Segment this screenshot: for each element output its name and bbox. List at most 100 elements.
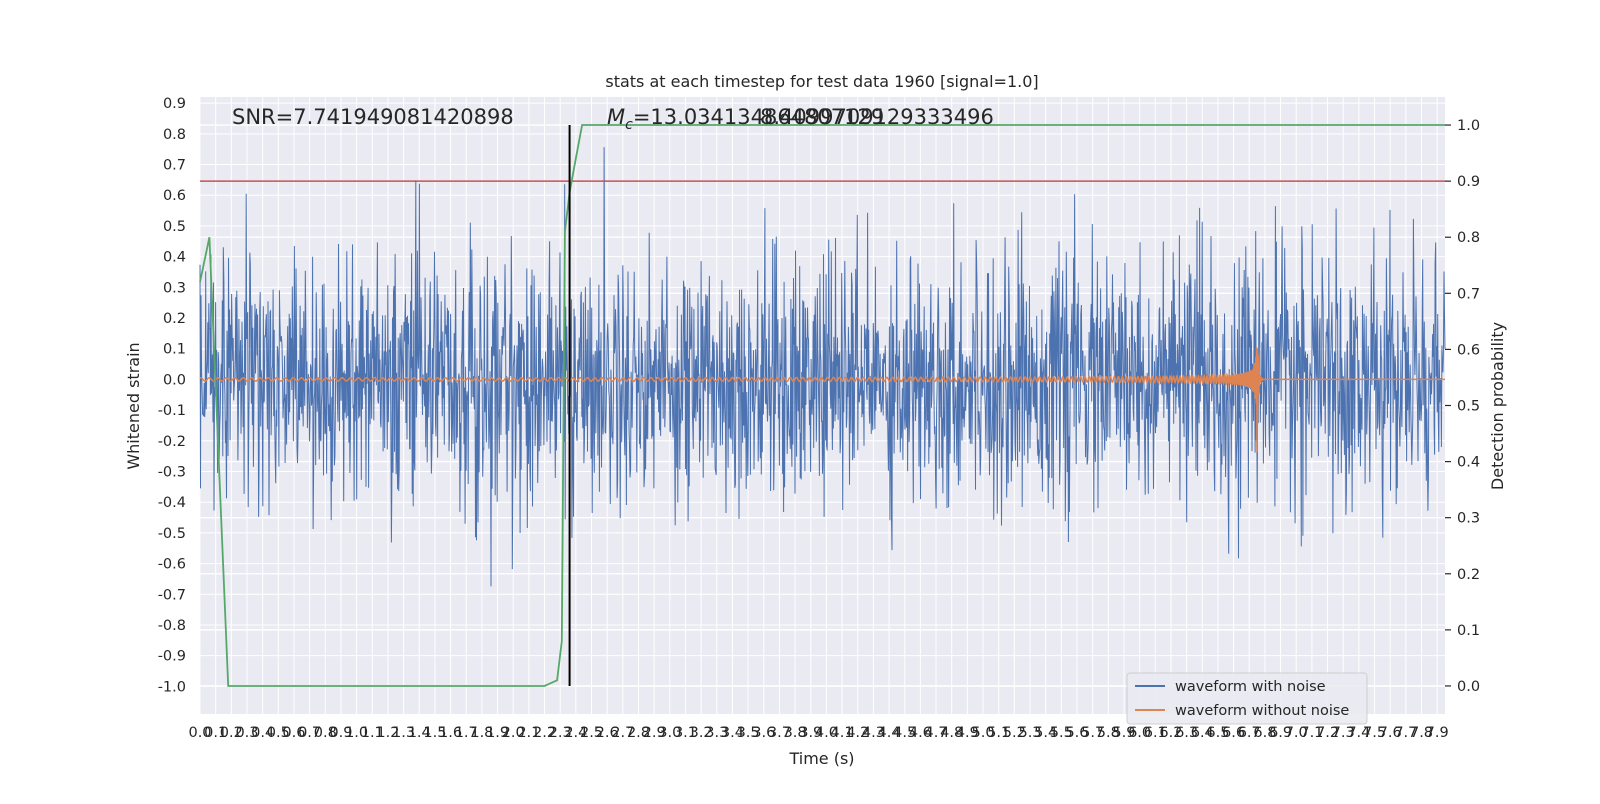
y-tick-label: -1.0: [158, 679, 186, 695]
y-tick-label: -0.1: [158, 403, 186, 419]
y-tick-label: -0.9: [158, 649, 186, 665]
x-tick-label: 6.4: [1191, 725, 1214, 741]
y2-tick-label: 0.1: [1457, 623, 1480, 639]
y2-tick-label: 0.5: [1457, 399, 1480, 415]
x-tick-label: 7.0: [1285, 725, 1308, 741]
x-tick-label: 7.7: [1394, 725, 1417, 741]
x-tick-label: 1.5: [423, 725, 446, 741]
x-tick-label: 5.7: [1081, 725, 1104, 741]
y-tick-label: -0.8: [158, 618, 186, 634]
x-tick-label: 1.9: [486, 725, 509, 741]
x-tick-label: 2.1: [517, 725, 540, 741]
noisy-waveform-line: [199, 147, 1446, 587]
chirp-mass-symbol: M: [607, 105, 625, 129]
overlap-annotation: 8.4099709129333496: [760, 105, 994, 129]
y-tick-label: 0.0: [163, 372, 186, 388]
y-tick-label: 0.8: [163, 127, 186, 143]
x-tick-label: 2.6: [596, 725, 619, 741]
x-tick-label: 3.4: [721, 725, 744, 741]
x-tick-labels: 0.00.10.20.30.40.50.60.70.80.91.01.11.21…: [188, 725, 1448, 741]
x-tick-label: 5.4: [1034, 725, 1057, 741]
y2-tick-label: 0.9: [1457, 174, 1480, 190]
x-tick-label: 3.8: [784, 725, 807, 741]
chart-title: stats at each timestep for test data 196…: [605, 72, 1038, 91]
y2-tick-label: 1.0: [1457, 118, 1480, 134]
x-tick-label: 3.6: [752, 725, 775, 741]
x-tick-label: 7.6: [1379, 725, 1402, 741]
x-tick-label: 0.8: [314, 725, 337, 741]
x-tick-label: 4.0: [815, 725, 838, 741]
x-tick-label: 4.8: [940, 725, 963, 741]
x-tick-label: 7.8: [1410, 725, 1433, 741]
y-tick-label: 0.3: [163, 280, 186, 296]
y2-axis-label: Detection probability: [1488, 322, 1507, 490]
x-tick-label: 4.9: [956, 725, 979, 741]
chirp-mass-subscript: c: [625, 117, 633, 133]
x-tick-label: 7.2: [1316, 725, 1339, 741]
x-tick-label: 1.3: [392, 725, 415, 741]
legend-box: [1126, 672, 1368, 725]
x-tick-label: 5.2: [1003, 725, 1026, 741]
x-tick-label: 5.9: [1112, 725, 1135, 741]
y2-tick-label: 0.8: [1457, 230, 1480, 246]
noisy-waveform-series: [199, 147, 1446, 587]
x-tick-label: 6.2: [1159, 725, 1182, 741]
x-tick-label: 2.0: [502, 725, 525, 741]
x-tick-label: 0.2: [220, 725, 243, 741]
x-tick-label: 4.7: [925, 725, 948, 741]
y-tick-label: -0.6: [158, 557, 186, 573]
x-tick-label: 4.3: [862, 725, 885, 741]
y-tick-label: 0.1: [163, 342, 186, 358]
legend-label-clean: waveform without noise: [1175, 703, 1349, 719]
y2-tick-label: 0.3: [1457, 511, 1480, 527]
x-tick-label: 1.7: [455, 725, 478, 741]
x-tick-label: 0.3: [235, 725, 258, 741]
x-tick-label: 6.6: [1222, 725, 1245, 741]
x-tick-label: 0.7: [298, 725, 321, 741]
y-tick-label: 0.7: [163, 158, 186, 174]
snr-annotation: SNR=7.741949081420898: [232, 105, 514, 129]
chirp-mass-annotation: Mc=13.034134864807129: [607, 105, 884, 133]
x-tick-label: 3.7: [768, 725, 791, 741]
y-tick-label: 0.6: [163, 188, 186, 204]
y-tick-label: -0.7: [158, 587, 186, 603]
x-tick-label: 6.8: [1253, 725, 1276, 741]
x-tick-label: 2.2: [533, 725, 556, 741]
x-tick-label: 2.8: [627, 725, 650, 741]
x-tick-label: 1.4: [408, 725, 431, 741]
x-tick-label: 0.1: [204, 725, 227, 741]
y-tick-label: 0.9: [163, 96, 186, 112]
x-tick-label: 3.0: [658, 725, 681, 741]
x-tick-label: 5.0: [971, 725, 994, 741]
x-tick-label: 0.4: [251, 725, 274, 741]
x-tick-label: 1.1: [361, 725, 384, 741]
y-tick-label: -0.4: [158, 495, 186, 511]
x-tick-label: 0.0: [188, 725, 211, 741]
x-tick-label: 6.5: [1206, 725, 1229, 741]
y2-tick-label: 0.6: [1457, 342, 1480, 358]
clean-waveform-line: [199, 347, 1445, 453]
x-tick-label: 0.5: [267, 725, 290, 741]
x-tick-label: 6.7: [1238, 725, 1261, 741]
x-tick-label: 4.2: [846, 725, 869, 741]
x-tick-label: 7.5: [1363, 725, 1386, 741]
x-tick-label: 2.7: [611, 725, 634, 741]
y2-tick-labels: 0.0 0.1 0.2 0.3 0.4 0.5 0.6 0.7 0.8 0.9 1.0: [1445, 118, 1480, 695]
x-tick-label: 5.3: [1018, 725, 1041, 741]
detection-probability-series: [199, 124, 1445, 687]
y2-tick-label: 0.0: [1457, 679, 1480, 695]
x-tick-label: 3.3: [705, 725, 728, 741]
x-tick-label: 7.9: [1426, 725, 1449, 741]
y-tick-labels: -1.0 -0.9 -0.8 -0.7 -0.6 -0.5 -0.4 -0.3 -0.2 -0.1…: [158, 96, 186, 695]
x-tick-label: 7.4: [1347, 725, 1370, 741]
x-tick-label: 4.5: [893, 725, 916, 741]
chirp-mass-value: =13.034134864807129: [633, 105, 884, 129]
x-tick-label: 6.9: [1269, 725, 1292, 741]
x-tick-label: 5.5: [1050, 725, 1073, 741]
x-tick-label: 4.1: [831, 725, 854, 741]
detection-probability-line: [199, 124, 1445, 687]
x-tick-label: 3.2: [690, 725, 713, 741]
x-tick-label: 3.5: [737, 725, 760, 741]
